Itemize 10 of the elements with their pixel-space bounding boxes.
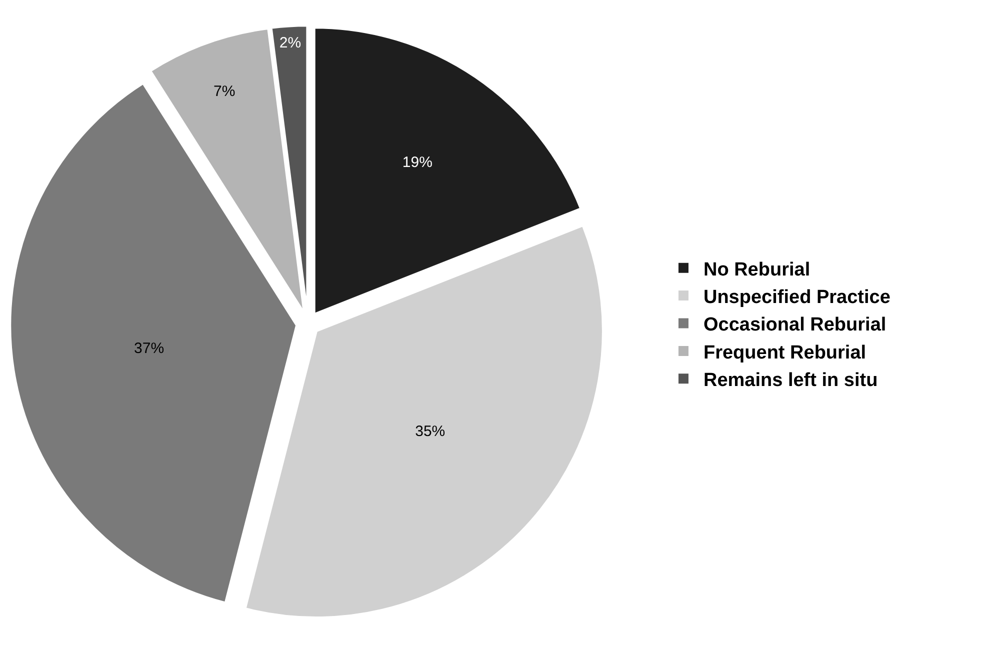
legend-label: No Reburial	[703, 259, 810, 280]
legend-label: Unspecified Practice	[703, 286, 890, 308]
data-label: 19%	[402, 154, 432, 171]
data-label: 37%	[134, 340, 164, 358]
legend-label: Remains left in situ	[703, 370, 878, 392]
legend-label: Occasional Reburial	[703, 314, 886, 336]
legend-label: Frequent Reburial	[703, 342, 866, 364]
data-label: 35%	[415, 422, 446, 440]
data-label: 7%	[214, 82, 236, 100]
data-label: 2%	[279, 34, 302, 52]
